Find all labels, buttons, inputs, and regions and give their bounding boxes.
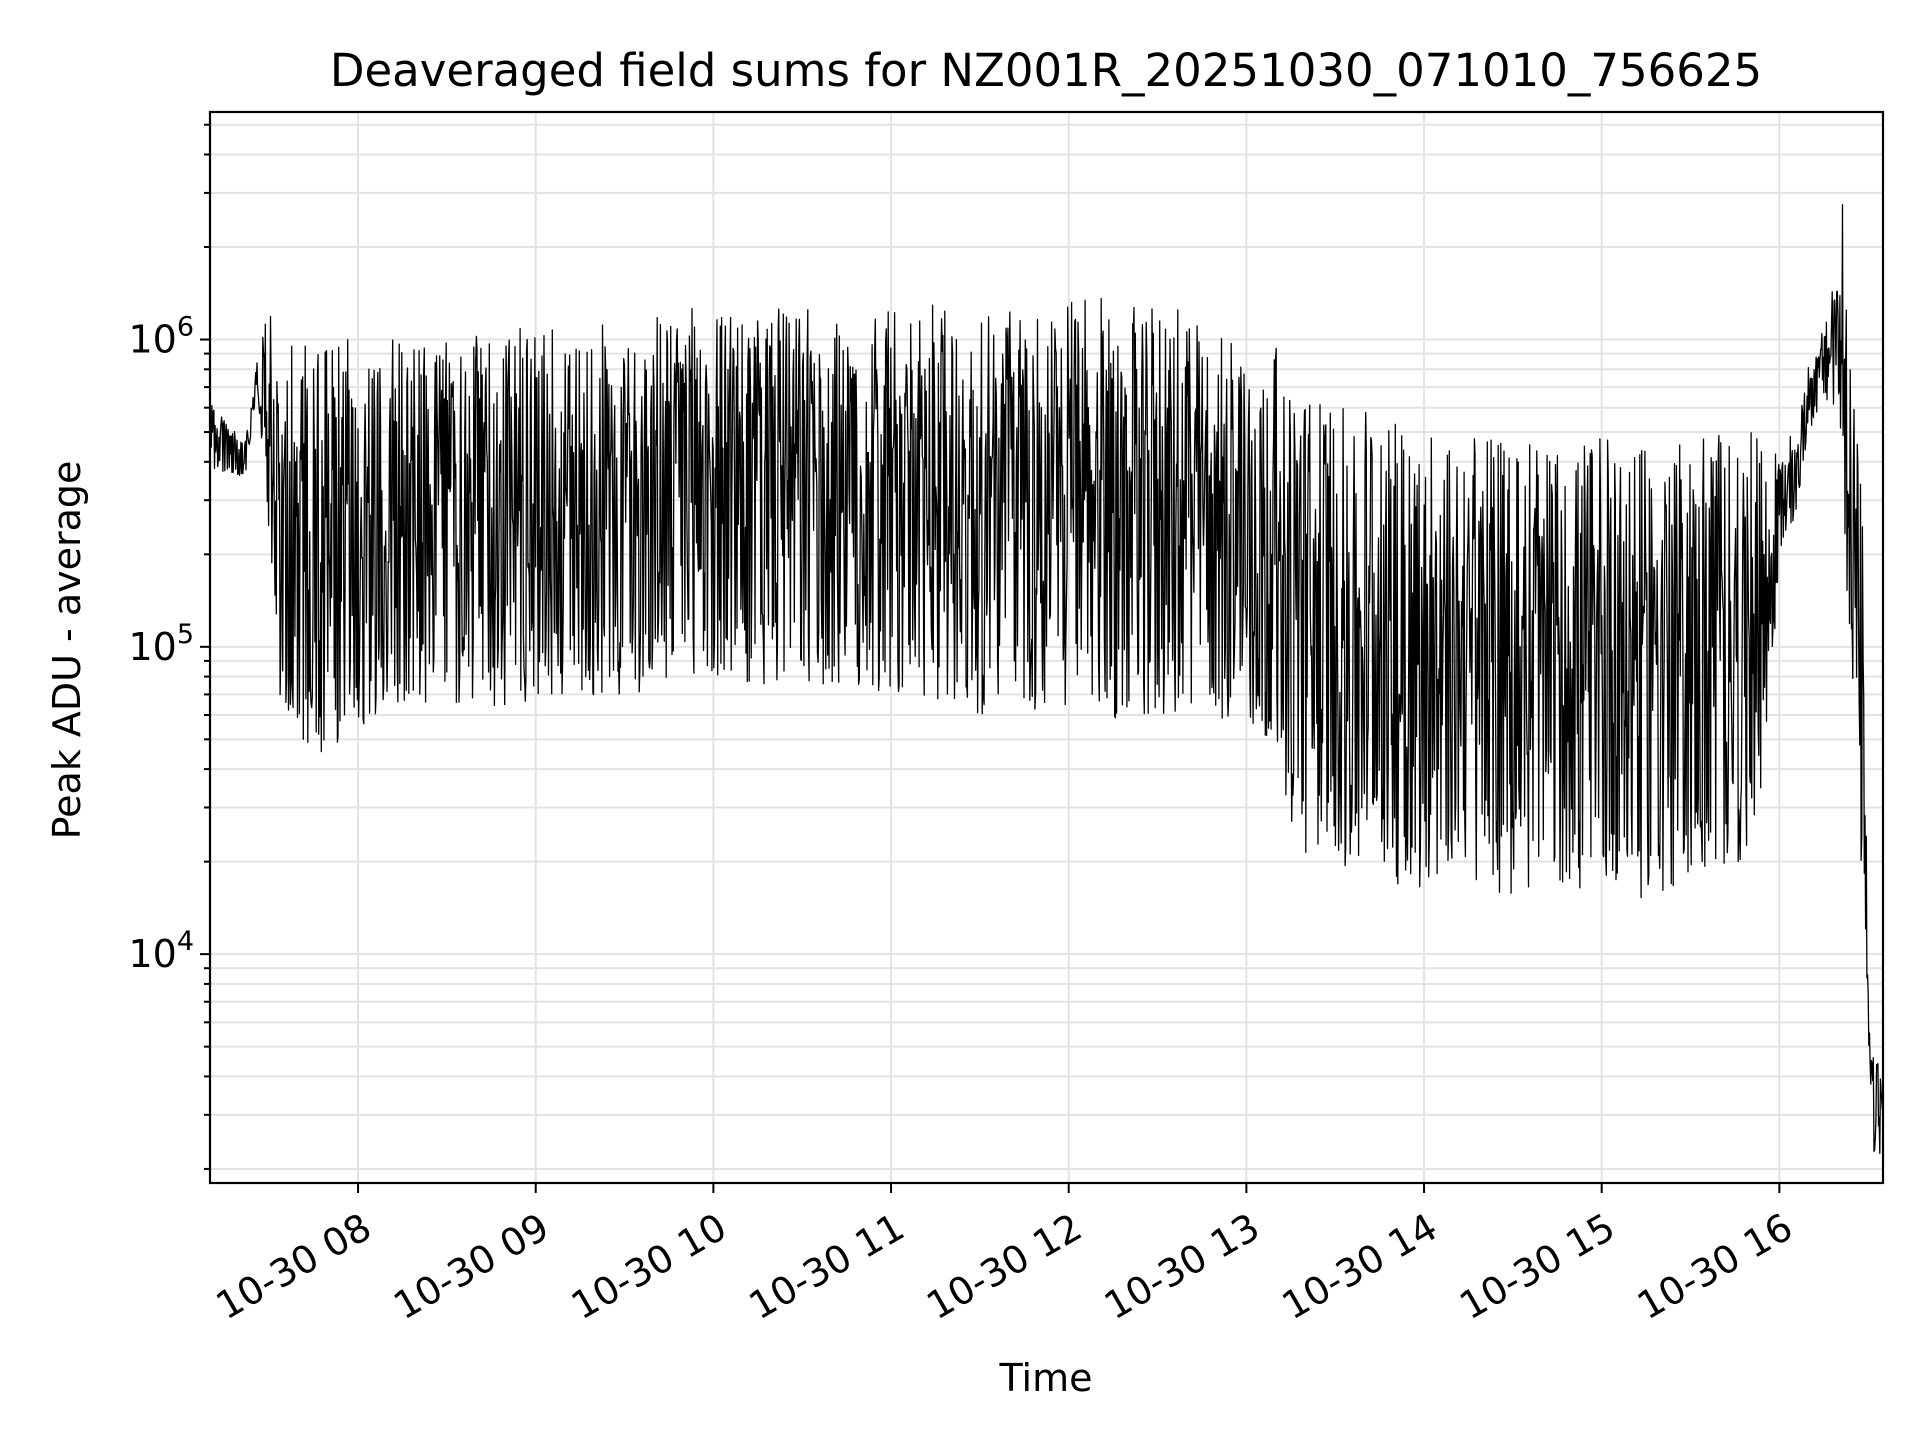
x-tick-label: 10-30 12 — [919, 1205, 1089, 1329]
x-tick-label: 10-30 16 — [1630, 1205, 1800, 1329]
y-tick-label: 104 — [128, 926, 194, 976]
y-tick-exponent: 4 — [177, 926, 194, 957]
chart-title: Deaveraged field sums for NZ001R_2025103… — [330, 44, 1762, 97]
x-axis-label: Time — [999, 1356, 1093, 1400]
y-tick-label: 105 — [128, 619, 194, 669]
x-tick-label: 10-30 11 — [742, 1205, 912, 1329]
x-tick-label: 10-30 10 — [564, 1205, 734, 1329]
y-tick-base: 10 — [128, 625, 176, 669]
x-axis: 10-30 08 10-30 09 10-30 10 10-30 11 10-30 12… — [209, 1183, 1800, 1328]
x-tick-label: 10-30 08 — [209, 1205, 379, 1329]
series-line — [209, 204, 1884, 1155]
x-tick-label: 10-30 13 — [1097, 1205, 1267, 1329]
x-tick-label: 10-30 14 — [1275, 1205, 1445, 1329]
y-tick-exponent: 6 — [177, 312, 194, 343]
y-tick-base: 10 — [128, 932, 176, 976]
x-tick-label: 10-30 09 — [386, 1205, 556, 1329]
y-tick-exponent: 5 — [177, 619, 194, 650]
y-axis-label: Peak ADU - average — [45, 461, 89, 840]
y-tick-base: 10 — [128, 318, 176, 362]
y-tick-label: 106 — [128, 312, 194, 362]
x-tick-label: 10-30 15 — [1452, 1205, 1622, 1329]
